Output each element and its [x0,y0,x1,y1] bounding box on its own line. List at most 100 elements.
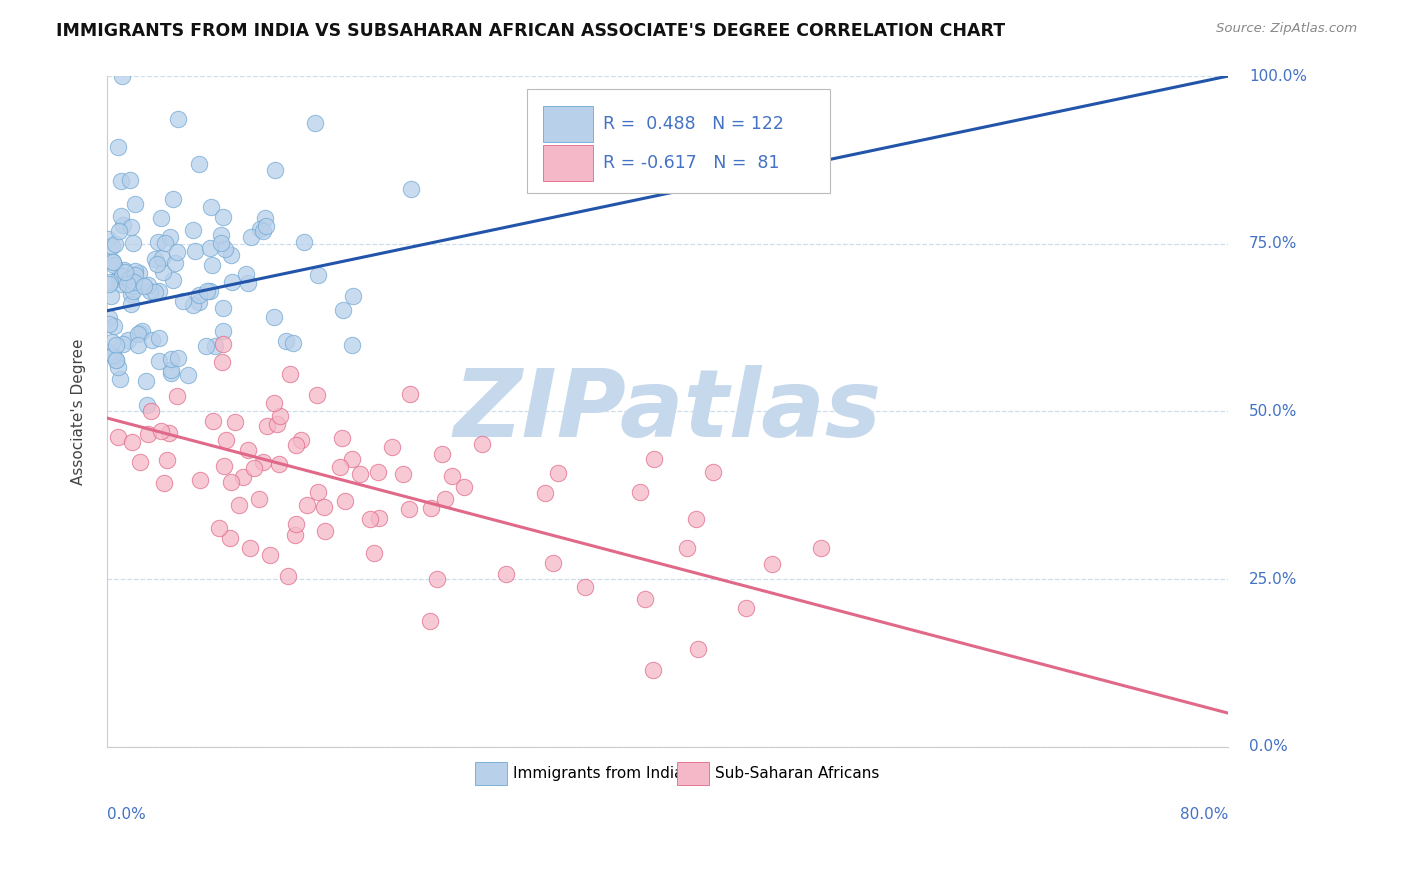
Point [187,157,209,171]
Point [166,245,188,260]
Point [228,498,250,512]
Point [392,467,415,482]
Point [138,426,160,441]
Point [332,302,354,317]
Point [430,447,453,461]
Point [349,467,371,481]
Point [160,366,183,380]
Point [735,601,758,615]
Point [307,268,329,282]
Point [399,182,422,196]
Text: IMMIGRANTS FROM INDIA VS SUBSAHARAN AFRICAN ASSOCIATE'S DEGREE CORRELATION CHART: IMMIGRANTS FROM INDIA VS SUBSAHARAN AFRI… [56,22,1005,40]
Point [100,239,122,253]
Point [100,344,122,359]
Point [159,230,181,244]
Point [121,434,143,449]
Text: Source: ZipAtlas.com: Source: ZipAtlas.com [1216,22,1357,36]
Point [187,288,209,302]
Point [150,425,173,439]
Point [141,333,163,347]
Point [239,541,262,556]
Point [209,227,232,242]
Point [97,317,120,331]
Point [200,241,222,255]
Point [101,254,124,268]
Point [167,112,190,126]
Point [136,278,159,293]
Point [153,475,176,490]
Point [333,494,356,508]
Point [110,209,132,223]
Point [453,480,475,494]
Point [129,326,152,340]
Point [111,336,134,351]
Point [101,255,124,269]
Point [112,262,135,277]
Point [236,276,259,290]
Point [167,351,190,366]
Point [200,285,222,299]
Point [105,353,128,368]
Point [342,289,364,303]
Point [685,512,707,526]
Point [135,374,157,388]
Point [232,470,254,484]
Point [103,258,125,272]
Point [111,269,134,284]
Text: 0.0%: 0.0% [1249,739,1288,754]
Point [107,360,129,375]
Point [101,334,124,349]
Point [120,173,142,187]
Point [122,275,145,289]
Point [148,285,170,299]
Point [340,451,363,466]
Point [399,387,422,401]
Point [212,301,235,316]
Point [162,273,184,287]
Point [100,289,122,303]
Point [247,491,270,506]
Point [259,548,281,562]
Point [194,339,217,353]
Point [292,235,315,249]
Point [148,331,170,345]
Point [211,324,233,338]
Point [143,285,166,300]
Text: R =  0.488   N = 122: R = 0.488 N = 122 [603,115,783,133]
Point [195,284,218,298]
Point [381,440,404,454]
Point [266,417,288,432]
Point [314,500,336,515]
Point [219,248,242,262]
Point [207,521,229,535]
Point [267,457,290,471]
Point [105,352,128,367]
Point [330,431,353,445]
Point [367,465,389,479]
Point [252,224,274,238]
Point [120,297,142,311]
Point [211,337,233,351]
Point [183,298,205,312]
FancyBboxPatch shape [676,762,709,785]
Point [124,264,146,278]
Text: 100.0%: 100.0% [1249,69,1308,84]
Point [117,334,139,348]
Point [290,433,312,447]
Point [108,270,131,285]
Text: Sub-Saharan Africans: Sub-Saharan Africans [714,766,879,781]
Text: 50.0%: 50.0% [1249,404,1298,419]
Point [221,275,243,289]
Text: Immigrants from India: Immigrants from India [513,766,683,781]
Point [209,236,232,251]
Point [127,338,149,352]
Point [363,546,385,560]
Point [295,498,318,512]
Point [214,242,236,256]
Point [152,265,174,279]
Point [264,163,287,178]
Point [263,310,285,325]
Point [243,461,266,475]
Point [139,404,162,418]
Point [239,230,262,244]
